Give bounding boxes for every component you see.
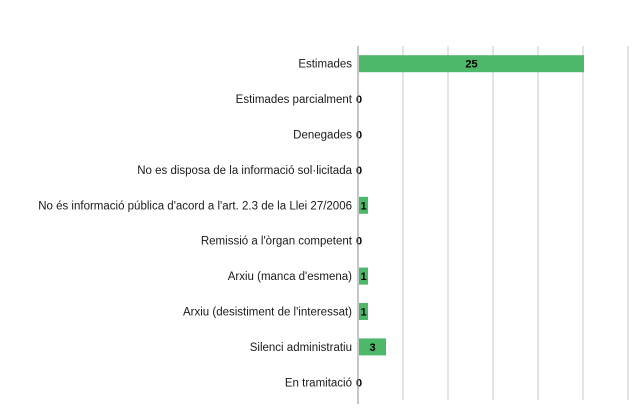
- bar: [359, 303, 368, 320]
- bar-value-label: 0: [356, 94, 362, 106]
- category-label: Estimades: [298, 59, 352, 71]
- bar-value-label: 0: [356, 377, 362, 389]
- bar-value-label: 1: [360, 271, 366, 283]
- bar: [359, 55, 584, 73]
- chart-gridlines: [402, 46, 629, 400]
- bar-value-label: 25: [465, 59, 477, 71]
- chart-value-labels: 25 0 0 0 1 0 1 1 3 0: [356, 59, 478, 390]
- category-label: Arxiu (manca d'esmena): [228, 271, 352, 283]
- bar: [359, 196, 368, 214]
- category-label: En tramitació: [285, 377, 352, 389]
- chart-category-labels: Estimades Estimades parcialment Denegades N…: [38, 59, 353, 390]
- bar-value-label: 3: [369, 342, 375, 354]
- category-label: Arxiu (desistiment de l'interessat): [183, 307, 352, 319]
- bar: [359, 267, 368, 285]
- category-label: Estimades parcialment: [236, 94, 353, 106]
- bar: [359, 338, 386, 356]
- category-label: No es disposa de la informació sol·licit…: [137, 165, 352, 177]
- bar-value-label: 1: [360, 200, 366, 212]
- bar-value-label: 0: [356, 130, 362, 142]
- bar-value-label: 0: [356, 236, 362, 248]
- bar-value-label: 1: [360, 307, 366, 319]
- category-label: No és informació pública d'acord a l'art…: [38, 200, 352, 212]
- bar-value-label: 0: [356, 165, 362, 177]
- category-label: Remissió a l'òrgan competent: [201, 236, 353, 248]
- category-label: Denegades: [293, 130, 352, 142]
- chart-bars: [359, 55, 584, 356]
- category-label: Silenci administratiu: [250, 342, 352, 354]
